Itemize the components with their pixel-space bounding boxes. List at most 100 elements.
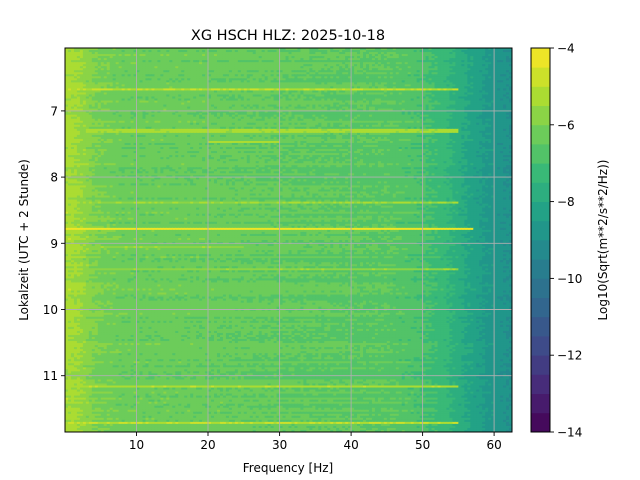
heatmap-cell [389,60,394,63]
heatmap-cell [360,54,364,57]
heatmap-cell [124,58,129,61]
heatmap-cell [166,48,170,51]
heatmap-cell [228,48,233,51]
heatmap-cell [419,60,424,63]
heatmap-cell [115,84,120,87]
heatmap-cell [112,70,117,73]
heatmap-cell [255,56,260,59]
heatmap-cell [249,80,254,83]
heatmap-cell [76,52,81,55]
heatmap-cell [79,60,84,63]
heatmap-cell [330,58,334,61]
heatmap-cell [127,58,132,61]
heatmap-cell [422,84,427,87]
heatmap-cell [91,72,96,75]
heatmap-cell [178,80,182,83]
heatmap-cell [91,58,96,61]
heatmap-cell [452,60,456,63]
heatmap-cell [494,72,498,75]
heatmap-cell [196,62,200,65]
heatmap-cell [118,60,123,63]
heatmap-cell [187,48,191,51]
heatmap-cell [306,78,310,81]
heatmap-cell [503,58,507,61]
heatmap-cell [91,64,96,67]
heatmap-cell [127,66,132,69]
heatmap-cell [455,72,459,75]
heatmap-cell [196,58,200,61]
heatmap-cell [324,84,328,87]
heatmap-cell [145,84,150,87]
heatmap-cell [428,64,433,67]
heatmap-cell [312,84,316,87]
heatmap-cell [285,72,290,75]
heatmap-cell [482,76,486,79]
heatmap-cell [139,84,144,87]
heatmap-cell [491,78,495,81]
heatmap-cell [187,78,191,81]
heatmap-cell [428,52,433,55]
heatmap-cell [163,80,167,83]
heatmap-cell [85,76,90,79]
heatmap-cell [437,86,442,90]
heatmap-cell [434,52,439,55]
heatmap-cell [360,60,364,63]
heatmap-cell [288,64,293,67]
heatmap-cell [136,60,141,63]
heatmap-cell [354,64,358,67]
heatmap-cell [368,56,373,59]
heatmap-cell [82,74,87,77]
heatmap-cell [282,68,287,71]
heatmap-cell [336,62,340,65]
heatmap-cell [431,70,436,73]
heatmap-cell [354,48,358,51]
heatmap-cell [321,58,325,61]
heatmap-cell [276,58,281,61]
heatmap-cell [172,60,176,63]
heatmap-cell [196,84,200,87]
heatmap-cell [342,54,346,57]
heatmap-cell [243,80,248,83]
heatmap-cell [124,66,129,69]
heatmap-cell [222,58,227,61]
heatmap-cell [461,76,465,79]
heatmap-cell [282,80,287,83]
heatmap-cell [312,58,316,61]
heatmap-cell [395,72,400,75]
heatmap-cell [336,76,340,79]
heatmap-cell [261,88,266,92]
heatmap-cell [494,54,498,57]
heatmap-cell [109,60,114,63]
heatmap-cell [365,84,370,87]
heatmap-cell [386,64,391,67]
heatmap-cell [118,70,123,73]
heatmap-cell [246,84,251,87]
heatmap-cell [94,82,99,85]
heatmap-cell [461,84,465,87]
heatmap-cell [360,52,364,55]
heatmap-cell [133,50,138,53]
heatmap-cell [163,82,167,85]
heatmap-cell [88,64,93,67]
heatmap-cell [351,78,355,81]
heatmap-cell [506,50,510,53]
heatmap-cell [199,72,203,75]
heatmap-cell [70,78,75,81]
heatmap-cell [205,56,209,59]
heatmap-cell [255,78,260,81]
heatmap-cell [172,66,176,69]
heatmap-cell [404,62,409,65]
heatmap-cell [455,52,459,55]
heatmap-cell [258,54,263,57]
heatmap-cell [312,66,316,69]
heatmap-cell [509,84,512,87]
heatmap-cell [246,70,251,73]
heatmap-cell [106,50,111,53]
heatmap-cell [169,56,173,59]
heatmap-cell [124,82,129,85]
heatmap-cell [130,50,135,53]
heatmap-cell [175,48,179,51]
heatmap-cell [497,62,501,65]
heatmap-cell [288,68,293,71]
heatmap-cell [419,48,424,51]
